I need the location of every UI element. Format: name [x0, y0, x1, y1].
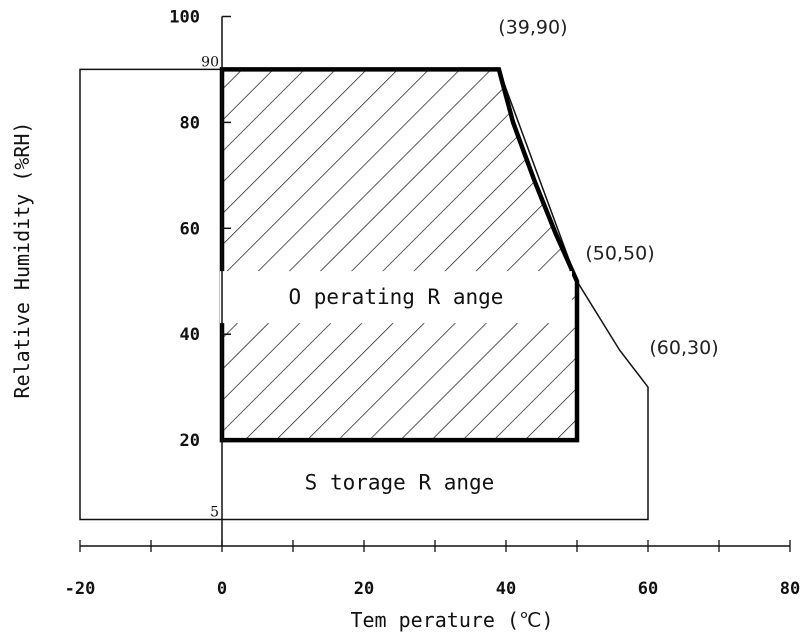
x-tick-label: 60 — [638, 579, 658, 599]
point-annotation: (50,50) — [585, 242, 654, 264]
x-tick-label: 80 — [780, 579, 800, 599]
x-tick-label: -20 — [65, 579, 96, 599]
y-axis-title: Relative Humidity (%RH) — [10, 122, 34, 399]
x-tick-label: 0 — [217, 579, 227, 599]
y-tick-label: 40 — [180, 325, 200, 345]
operating-range-region — [219, 67, 580, 443]
operating-range-label: O perating R ange — [288, 285, 503, 309]
y-tick-label: 60 — [180, 219, 200, 239]
regions-layer — [79, 67, 649, 521]
storage-range-region — [79, 68, 649, 521]
x-tick-label: 40 — [496, 579, 516, 599]
x-tick-label: 20 — [354, 579, 374, 599]
y-tick-label: 100 — [169, 8, 200, 28]
y-tick-label: 80 — [180, 113, 200, 133]
y-extra-label: 5 — [210, 505, 219, 521]
point-annotation: (60,30) — [649, 337, 718, 359]
labels-layer: S torage R ange O perating R ange -20 0 20 40… — [10, 8, 800, 633]
x-axis-title: Tem perature (℃) — [350, 608, 553, 632]
y-tick-label: 20 — [180, 431, 200, 451]
axes-layer — [79, 15, 791, 552]
storage-range-label: S torage R ange — [305, 470, 495, 494]
operating-range-label-bg — [219, 271, 572, 324]
y-extra-label: 90 — [201, 54, 219, 70]
point-annotation: (39,90) — [498, 16, 567, 38]
